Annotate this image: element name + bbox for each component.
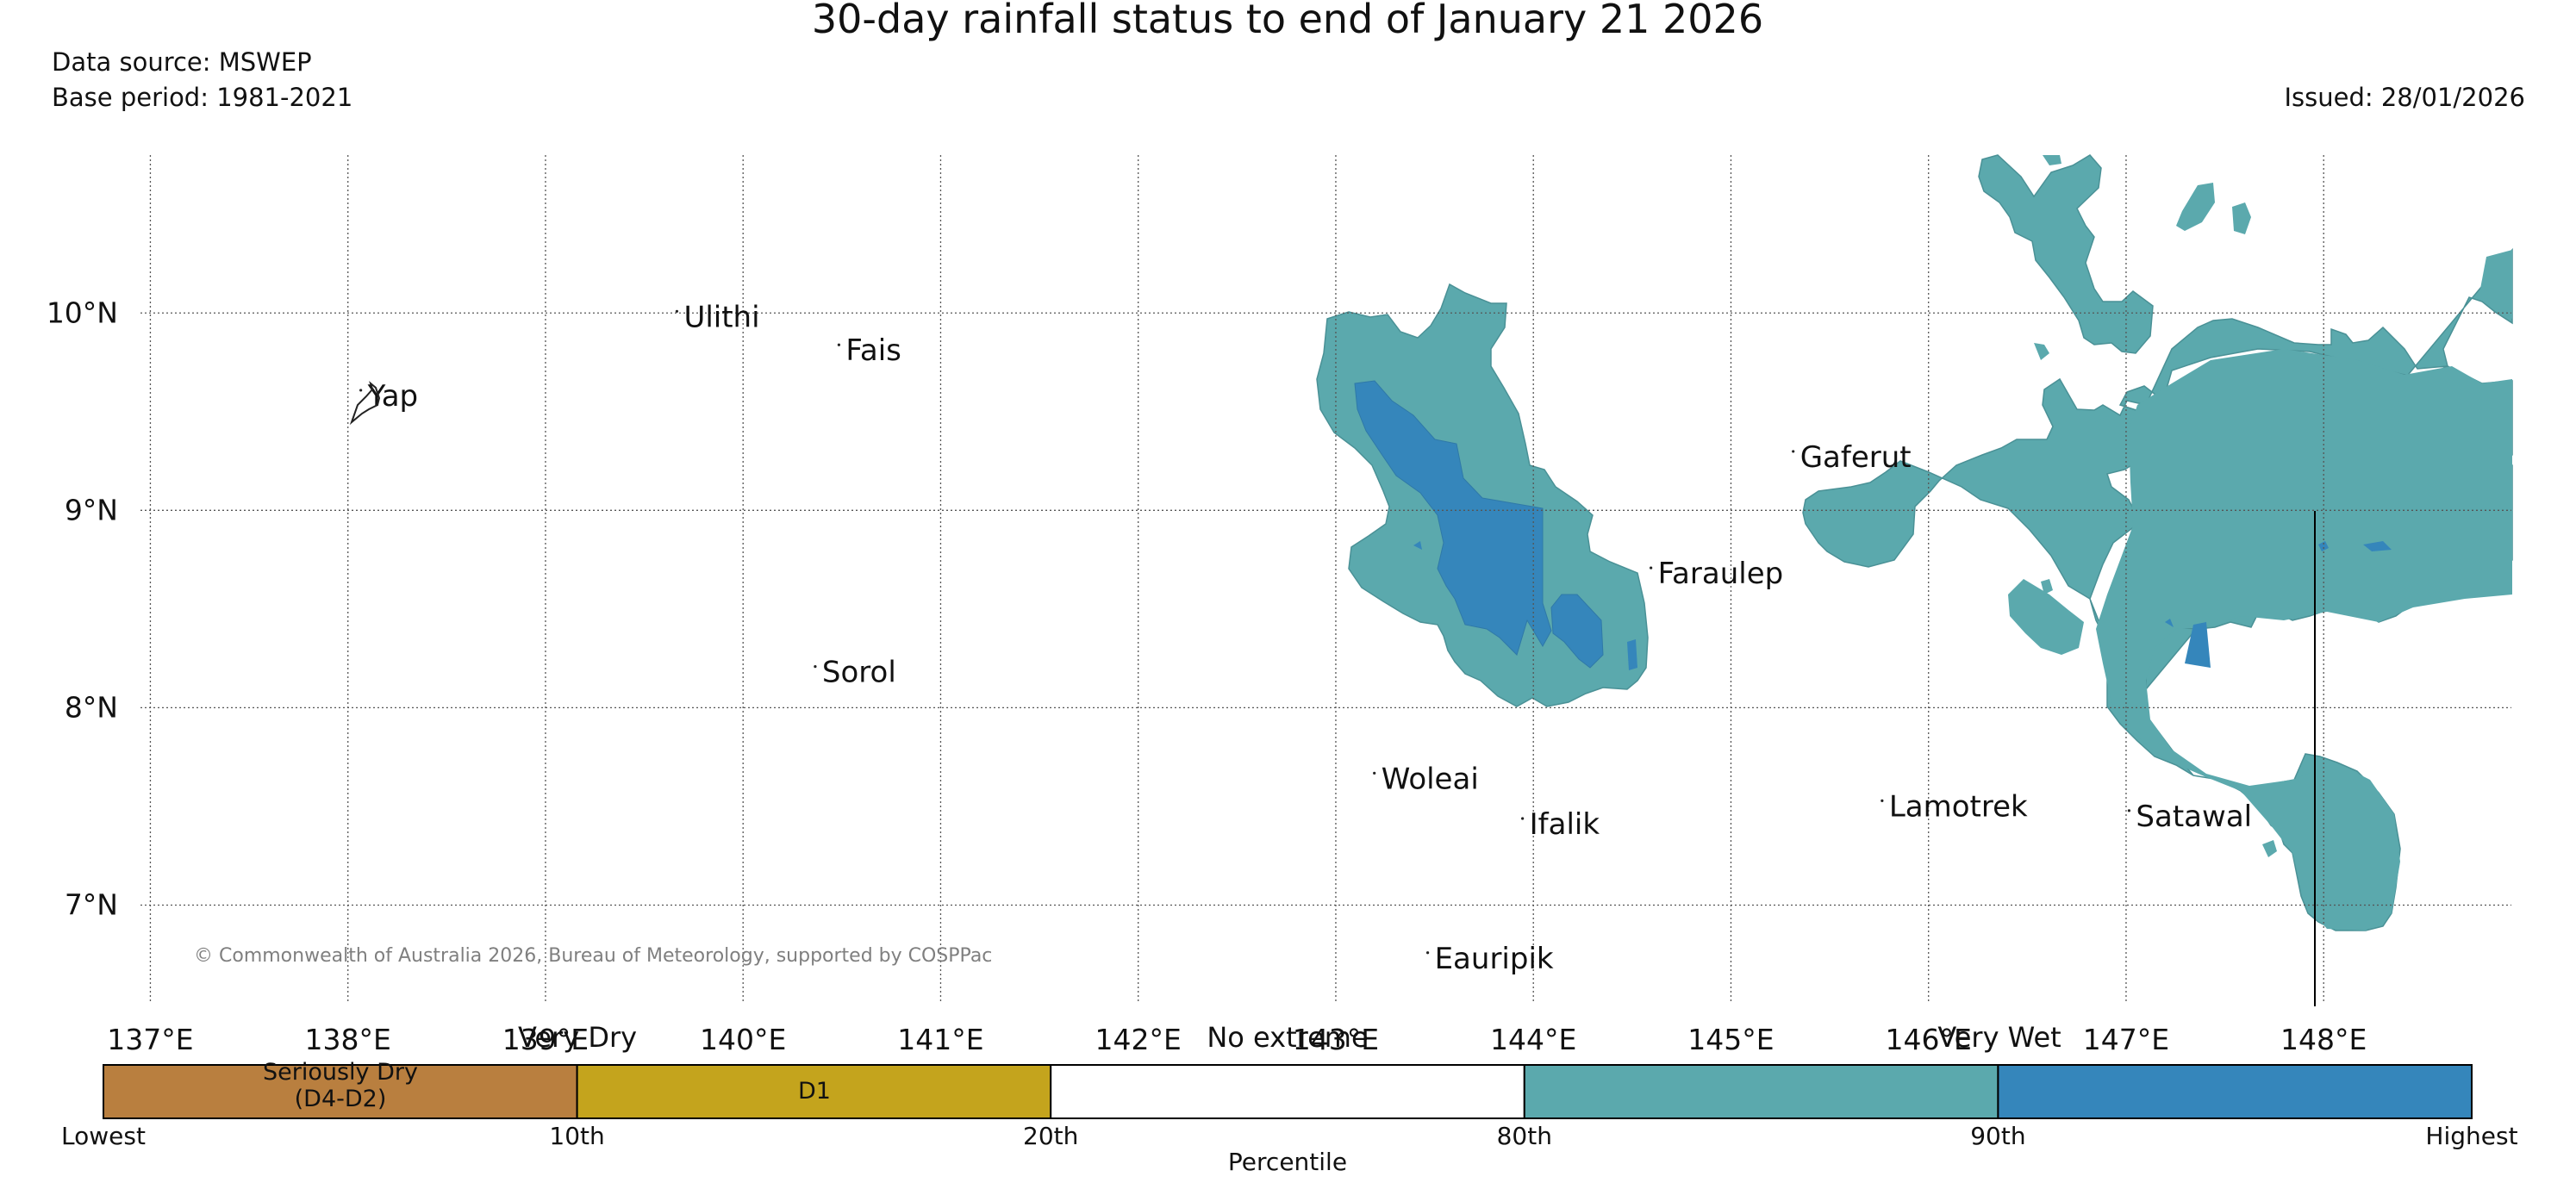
map-gridlines — [140, 155, 2511, 1004]
island-marker — [359, 389, 363, 392]
very-wet-core-east-3 — [2318, 541, 2329, 551]
legend-header-very-dry: Very Dry — [518, 1021, 637, 1054]
very-wet-core-central-4 — [1413, 541, 1422, 550]
lon-tick-label: 142°E — [1095, 1023, 1182, 1056]
copyright-notice: © Commonwealth of Australia 2026, Bureau… — [194, 945, 992, 967]
legend-label-seriously-dry-1: Seriously Dry — [263, 1059, 418, 1086]
very-wet-fragment-10 — [2043, 155, 2061, 165]
very-wet-fragment-2 — [2232, 202, 2251, 234]
island-marker — [675, 309, 679, 313]
lat-tick-label: 9°N — [65, 493, 118, 526]
island-marker — [1373, 771, 1376, 775]
very-wet-fragment-5 — [2094, 415, 2118, 438]
very-wet-core-central — [1354, 380, 1552, 656]
very-wet-region-north-east — [1978, 154, 2154, 354]
legend-swatch — [1523, 1064, 1999, 1119]
lat-tick-label: 7°N — [65, 887, 118, 921]
island-label: Woleai — [1382, 762, 1479, 796]
lon-tick-label: 138°E — [305, 1023, 391, 1056]
legend: Very Dry No extreme Very Wet Seriously D… — [61, 1021, 2518, 1176]
island-marker — [2127, 809, 2131, 812]
island-label: Eauripik — [1435, 942, 1554, 976]
legend-swatch — [1997, 1064, 2473, 1119]
island-label: Satawal — [2136, 800, 2252, 834]
figure-title: 30-day rainfall status to end of January… — [812, 0, 1763, 42]
legend-swatch — [103, 1064, 578, 1119]
very-wet-fragment-7 — [2041, 579, 2053, 594]
legend-xlabel: Percentile — [1228, 1148, 1347, 1176]
legend-tick-label: 80th — [1497, 1122, 1552, 1150]
island-label: Ifalik — [1530, 807, 1600, 842]
island-marker — [1521, 817, 1525, 820]
very-wet-region-east-body — [2096, 349, 2512, 931]
very-wet-core-central-2 — [1550, 594, 1604, 669]
legend-swatch — [1050, 1064, 1525, 1119]
very-wet-core-east — [2185, 622, 2211, 668]
very-wet-fragment-1 — [2176, 183, 2215, 231]
data-source-label: Data source: MSWEP — [52, 47, 312, 77]
legend-percentile-ticks: Lowest 10th 20th 80th 90th Highest — [61, 1122, 2518, 1150]
very-wet-core-east-4 — [2165, 619, 2174, 627]
very-wet-fragment-4 — [2045, 398, 2051, 409]
legend-tick-label: 90th — [1970, 1122, 2025, 1150]
island-label: Ulithi — [683, 300, 759, 334]
legend-tick-label: Highest — [2425, 1122, 2517, 1150]
lon-tick-label: 148°E — [2280, 1023, 2367, 1056]
legend-tick-label: 10th — [549, 1122, 604, 1150]
map-panel: 137°E 138°E 139°E 140°E 141°E 142°E 143°E 144°E… — [47, 154, 2513, 1056]
island-marker — [1425, 951, 1430, 955]
legend-color-bar — [103, 1064, 2473, 1119]
very-wet-fragment-9 — [2480, 250, 2512, 319]
very-wet-fragment-3 — [2034, 343, 2049, 360]
very-wet-fragment-8 — [2262, 840, 2277, 857]
island-labels: Yap Ulithi Fais Sorol Gaferut Faraulep Woleai I… — [359, 300, 2252, 976]
longitude-tick-labels: 137°E 138°E 139°E 140°E 141°E 142°E 143°E 144°E… — [107, 1023, 2367, 1056]
island-label: Lamotrek — [1889, 789, 2028, 824]
island-label: Yap — [367, 379, 419, 414]
legend-header-no-extreme: No extreme — [1207, 1021, 1368, 1054]
lon-tick-label: 141°E — [897, 1023, 983, 1056]
island-marker — [1650, 566, 1653, 570]
island-marker — [1792, 450, 1795, 453]
issued-label: Issued: 28/01/2026 — [2284, 83, 2525, 112]
island-label: Gaferut — [1800, 440, 1912, 475]
lat-tick-label: 10°N — [47, 296, 118, 329]
lon-tick-label: 146°E — [1886, 1023, 1972, 1056]
island-marker — [814, 665, 817, 669]
very-wet-core-east-2 — [2363, 541, 2392, 551]
base-period-label: Base period: 1981-2021 — [52, 83, 352, 112]
lon-tick-label: 137°E — [107, 1023, 193, 1056]
lon-tick-label: 147°E — [2083, 1023, 2169, 1056]
lon-tick-label: 143°E — [1293, 1023, 1379, 1056]
latitude-tick-labels: 10°N 9°N 8°N 7°N — [47, 296, 118, 921]
very-wet-fragment-6 — [2008, 579, 2084, 655]
island-label: Fais — [845, 333, 901, 368]
legend-label-d1: D1 — [798, 1078, 831, 1105]
lat-tick-label: 8°N — [65, 690, 118, 724]
island-marker — [837, 343, 841, 346]
legend-tick-label: Lowest — [61, 1122, 146, 1150]
island-label: Faraulep — [1658, 557, 1784, 591]
lon-tick-label: 140°E — [700, 1023, 786, 1056]
yap-island-outline — [349, 381, 381, 426]
legend-label-seriously-dry-2: (D4-D2) — [295, 1086, 387, 1112]
lon-tick-label: 139°E — [502, 1023, 589, 1056]
very-wet-core-central-3 — [1627, 639, 1637, 670]
island-marker — [1881, 799, 1884, 802]
lon-tick-label: 144°E — [1490, 1023, 1576, 1056]
lon-tick-label: 145°E — [1687, 1023, 1774, 1056]
legend-tick-label: 20th — [1023, 1122, 1078, 1150]
island-label: Sorol — [822, 656, 896, 690]
legend-header-very-wet: Very Wet — [1937, 1021, 2061, 1054]
